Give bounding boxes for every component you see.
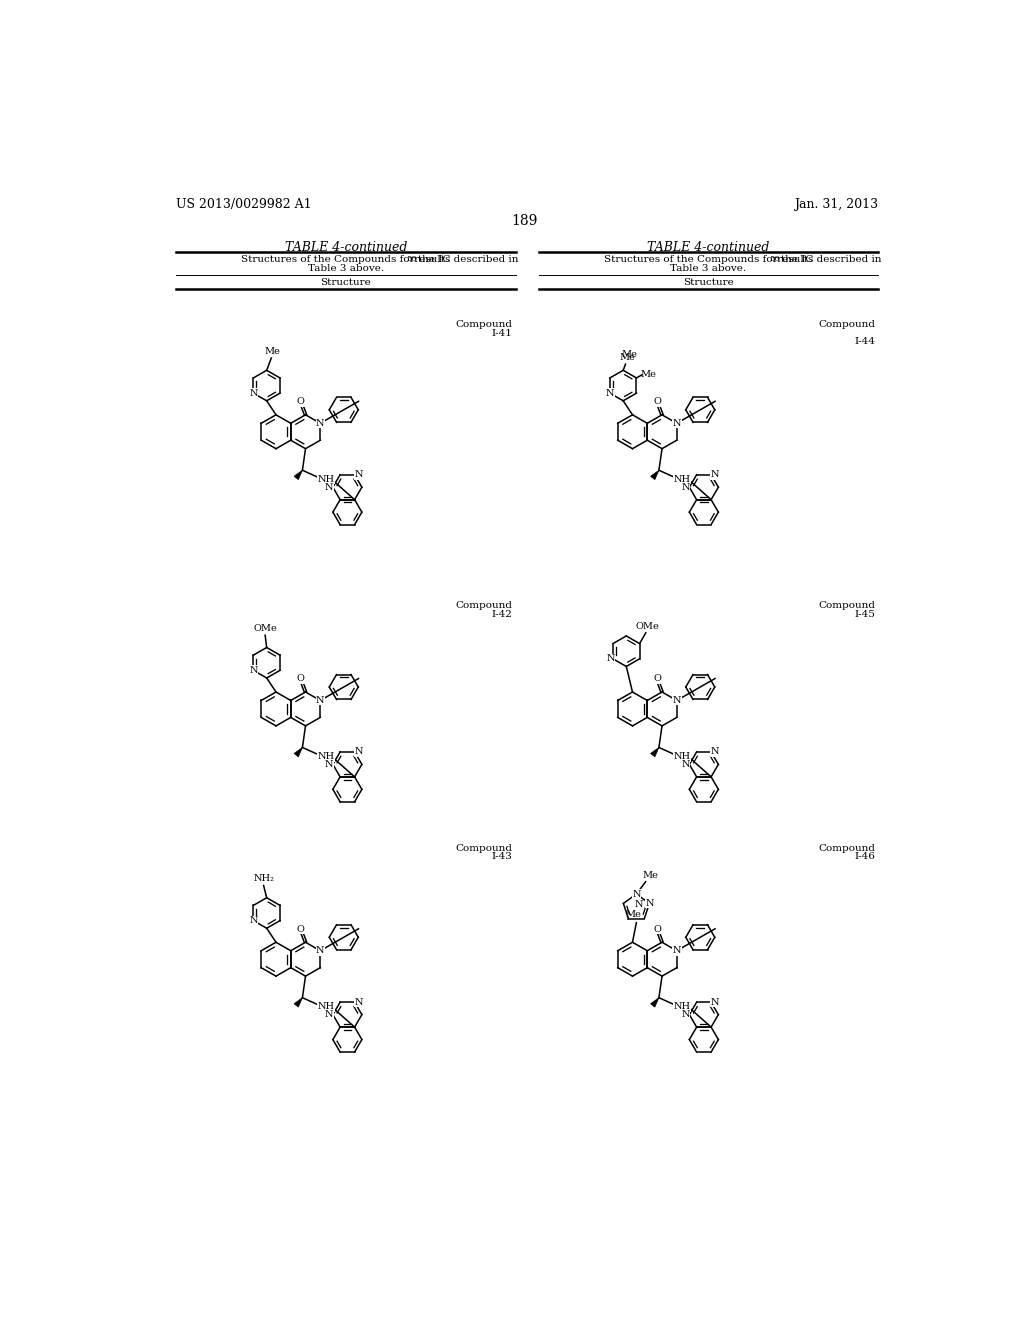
Text: US 2013/0029982 A1: US 2013/0029982 A1 (176, 198, 311, 211)
Text: N: N (316, 418, 325, 428)
Text: Structures of the Compounds for the IC: Structures of the Compounds for the IC (604, 255, 813, 264)
Polygon shape (650, 470, 658, 479)
Text: N: N (673, 946, 681, 956)
Text: Compound: Compound (818, 601, 876, 610)
Text: NH: NH (674, 752, 691, 762)
Text: N: N (673, 696, 681, 705)
Text: N: N (711, 470, 719, 479)
Text: I-44: I-44 (854, 337, 876, 346)
Text: I-45: I-45 (854, 610, 876, 619)
Text: Compound: Compound (456, 601, 512, 610)
Text: OMe: OMe (636, 622, 659, 631)
Text: 50: 50 (407, 256, 417, 264)
Text: Me: Me (642, 871, 658, 880)
Text: N: N (711, 747, 719, 756)
Text: N: N (354, 998, 362, 1007)
Text: N: N (634, 900, 643, 909)
Text: N: N (354, 747, 362, 756)
Text: NH: NH (317, 752, 334, 762)
Polygon shape (294, 998, 302, 1007)
Text: N: N (681, 760, 690, 768)
Text: N: N (354, 470, 362, 479)
Text: I-46: I-46 (854, 853, 876, 861)
Text: 50: 50 (769, 256, 779, 264)
Text: N: N (606, 655, 615, 664)
Text: N: N (249, 388, 258, 397)
Text: NH: NH (674, 1002, 691, 1011)
Text: Compound: Compound (456, 843, 512, 853)
Polygon shape (294, 747, 302, 756)
Text: Jan. 31, 2013: Jan. 31, 2013 (794, 198, 879, 211)
Text: N: N (681, 483, 690, 491)
Text: N: N (316, 696, 325, 705)
Text: Compound: Compound (818, 321, 876, 329)
Text: results described in: results described in (773, 255, 881, 264)
Text: O: O (653, 675, 662, 684)
Text: N: N (325, 1010, 333, 1019)
Text: O: O (297, 397, 305, 407)
Text: results described in: results described in (411, 255, 518, 264)
Text: NH₂: NH₂ (253, 874, 274, 883)
Text: N: N (316, 946, 325, 956)
Text: TABLE 4-continued: TABLE 4-continued (285, 240, 407, 253)
Text: Structure: Structure (321, 277, 371, 286)
Text: Compound: Compound (818, 843, 876, 853)
Text: O: O (297, 925, 305, 933)
Text: O: O (653, 397, 662, 407)
Text: N: N (632, 890, 641, 899)
Polygon shape (650, 998, 658, 1007)
Text: Table 3 above.: Table 3 above. (671, 264, 746, 273)
Text: I-42: I-42 (492, 610, 512, 619)
Text: Compound: Compound (456, 321, 512, 329)
Text: N: N (681, 1010, 690, 1019)
Text: I-43: I-43 (492, 853, 512, 861)
Text: N: N (249, 665, 258, 675)
Text: NH: NH (674, 475, 691, 484)
Text: O: O (653, 925, 662, 933)
Text: N: N (325, 483, 333, 491)
Text: N: N (249, 916, 258, 925)
Text: N: N (711, 998, 719, 1007)
Text: OMe: OMe (253, 624, 278, 632)
Text: Me: Me (641, 371, 656, 379)
Text: N: N (673, 418, 681, 428)
Text: Me: Me (626, 909, 642, 919)
Text: Structures of the Compounds for the IC: Structures of the Compounds for the IC (241, 255, 451, 264)
Text: O: O (297, 675, 305, 684)
Polygon shape (294, 470, 302, 479)
Text: Me: Me (265, 347, 281, 356)
Text: I-41: I-41 (492, 329, 512, 338)
Text: Structure: Structure (683, 277, 734, 286)
Text: NH: NH (317, 475, 334, 484)
Text: 189: 189 (512, 214, 538, 228)
Text: N: N (605, 388, 614, 397)
Text: Table 3 above.: Table 3 above. (308, 264, 384, 273)
Text: TABLE 4-continued: TABLE 4-continued (647, 240, 770, 253)
Polygon shape (650, 747, 658, 756)
Text: N: N (645, 899, 653, 908)
Text: N: N (325, 760, 333, 768)
Text: Me: Me (620, 354, 636, 363)
Text: Me: Me (622, 350, 637, 359)
Text: NH: NH (317, 1002, 334, 1011)
